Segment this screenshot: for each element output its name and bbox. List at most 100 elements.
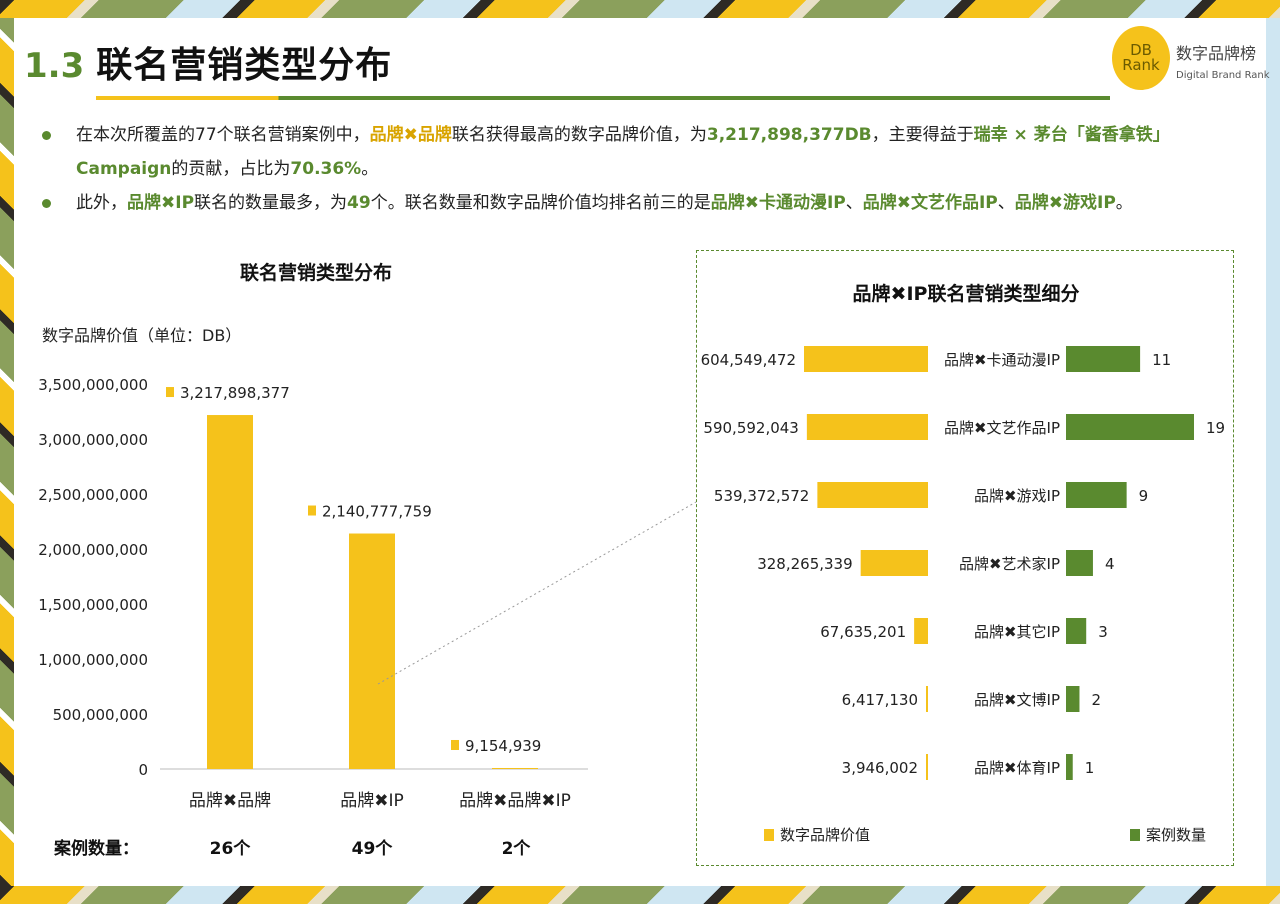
count-label: 11 [1152, 351, 1171, 369]
legend-count-swatch [1130, 828, 1140, 841]
bar-0 [207, 415, 253, 769]
bar-1 [349, 533, 395, 769]
y-tick-label: 1,000,000,000 [38, 651, 148, 669]
value-bar-1 [806, 414, 928, 440]
section-number: 1.3 [24, 46, 85, 86]
bullet-text-segment: 品牌✖品牌 [369, 125, 452, 145]
bullet-text-segment: 瑞幸 × 茅台「酱香拿铁」Campaign [76, 125, 1170, 179]
bullet-text-segment: 、 [845, 193, 863, 213]
y-tick-label: 1,500,000,000 [38, 596, 148, 614]
bullet-text-segment: 70.36% [290, 159, 362, 179]
count-bar-2 [1066, 482, 1127, 508]
decorative-right-border [1266, 18, 1280, 886]
value-bar-0 [804, 346, 928, 372]
right-chart-title: 品牌✖IP联名营销类型细分 [852, 283, 1080, 305]
summary-bullet: 在本次所覆盖的77个联名营销案例中，品牌✖品牌联名获得最高的数字品牌价值，为3,… [40, 118, 1240, 186]
value-label: 590,592,043 [703, 419, 798, 437]
decorative-bottom-border [0, 886, 1280, 904]
value-bar-6 [926, 754, 928, 780]
bullet-text-segment: 49 [347, 193, 371, 213]
x-tick-label: 品牌✖IP [340, 791, 404, 811]
value-bar-2 [817, 482, 928, 508]
case-count-brand-brand: 26个 [209, 839, 251, 859]
bullet-text-segment: 3,217,898,377 [706, 125, 845, 145]
value-bar-5 [926, 686, 928, 712]
page-title: 联名营销类型分布 [96, 45, 393, 86]
bullet-text-segment: 品牌✖IP [127, 193, 195, 213]
bullet-text-segment: 。 [361, 159, 379, 179]
value-label: 539,372,572 [714, 487, 809, 505]
count-bar-6 [1066, 754, 1073, 780]
data-label: 9,154,939 [465, 737, 541, 755]
legend-value: 数字品牌价值 [764, 824, 870, 845]
count-label: 3 [1098, 623, 1108, 641]
category-label: 品牌✖其它IP [974, 623, 1060, 641]
count-label: 4 [1105, 555, 1115, 573]
y-tick-label: 0 [138, 761, 148, 779]
logo-english-name: Digital Brand Rank [1176, 70, 1270, 81]
category-label: 品牌✖卡通动漫IP [944, 351, 1060, 369]
bullet-text-segment: 品牌✖卡通动漫IP [710, 193, 846, 213]
bullet-text-segment: 品牌✖文艺作品IP [862, 193, 998, 213]
bullet-text-segment: 。 [1115, 193, 1133, 213]
legend-value-label: 数字品牌价值 [780, 826, 871, 844]
value-label: 6,417,130 [842, 691, 918, 709]
category-label: 品牌✖文博IP [974, 691, 1060, 709]
summary-bullets: 在本次所覆盖的77个联名营销案例中，品牌✖品牌联名获得最高的数字品牌价值，为3,… [40, 118, 1240, 220]
count-label: 1 [1085, 759, 1095, 777]
value-label: 328,265,339 [757, 555, 852, 573]
value-label: 3,946,002 [842, 759, 918, 777]
count-label: 9 [1139, 487, 1149, 505]
category-label: 品牌✖文艺作品IP [944, 419, 1060, 437]
logo-mark-line-2: Rank [1122, 56, 1160, 74]
y-tick-label: 500,000,000 [53, 706, 148, 724]
category-label: 品牌✖游戏IP [974, 487, 1060, 505]
count-bar-4 [1066, 618, 1087, 644]
page-heading: 1.3 联名营销类型分布 [24, 36, 392, 88]
value-bar-4 [914, 618, 928, 644]
bullet-text-segment: 、 [997, 193, 1015, 213]
decorative-left-border [0, 18, 14, 886]
y-tick-label: 2,000,000,000 [38, 541, 148, 559]
bullet-text-segment: ，主要得益于 [871, 125, 974, 145]
bullet-text-segment: 品牌✖游戏IP [1014, 193, 1116, 213]
bullet-dot-icon [42, 199, 51, 208]
bullet-text-segment: 个。联名数量和数字品牌价值均排名前三的是 [370, 193, 711, 213]
bullet-text-segment: 在本次所覆盖的77个联名营销案例中， [76, 125, 370, 145]
y-tick-label: 3,500,000,000 [38, 376, 148, 394]
logo-wordmark: 数字品牌榜 Digital Brand Rank [1176, 40, 1270, 81]
left-chart-y-axis-label: 数字品牌价值（单位：DB） [42, 326, 242, 345]
db-rank-logo: DB Rank [1112, 26, 1170, 90]
count-bar-1 [1066, 414, 1194, 440]
count-bar-0 [1066, 346, 1141, 372]
category-label: 品牌✖体育IP [974, 759, 1060, 777]
count-label: 19 [1206, 419, 1225, 437]
value-label: 604,549,472 [701, 351, 796, 369]
y-tick-label: 3,000,000,000 [38, 431, 148, 449]
ip-breakdown-panel: 品牌✖IP联名营销类型细分 [696, 250, 1234, 866]
category-label: 品牌✖艺术家IP [959, 555, 1060, 573]
bullet-text-segment: 的贡献，占比为 [171, 159, 291, 179]
legend-count: 案例数量 [1130, 824, 1206, 845]
data-label-marker [451, 739, 459, 750]
bullet-dot-icon [42, 131, 51, 140]
case-count-brand-brand-ip: 2个 [501, 839, 531, 859]
count-label: 2 [1091, 691, 1101, 709]
value-label: 67,635,201 [820, 623, 906, 641]
logo-chinese-name: 数字品牌榜 [1176, 44, 1257, 63]
callout-connector-line [377, 501, 697, 685]
bar-2 [492, 767, 538, 769]
bullet-text-segment: 联名获得最高的数字品牌价值，为 [451, 125, 707, 145]
logo-mark-line-1: DB [1130, 41, 1152, 59]
x-tick-label: 品牌✖品牌 [189, 791, 271, 811]
bullet-text-segment: DB [844, 125, 872, 145]
data-label: 3,217,898,377 [180, 384, 290, 402]
x-tick-label: 品牌✖品牌✖IP [459, 791, 571, 811]
value-bar-3 [860, 550, 928, 576]
bullet-text-segment: 联名的数量最多，为 [194, 193, 348, 213]
legend-value-swatch [764, 828, 774, 841]
case-count-label: 案例数量： [54, 839, 139, 859]
bullet-text-segment: 此外， [76, 193, 127, 213]
count-bar-5 [1066, 686, 1080, 712]
